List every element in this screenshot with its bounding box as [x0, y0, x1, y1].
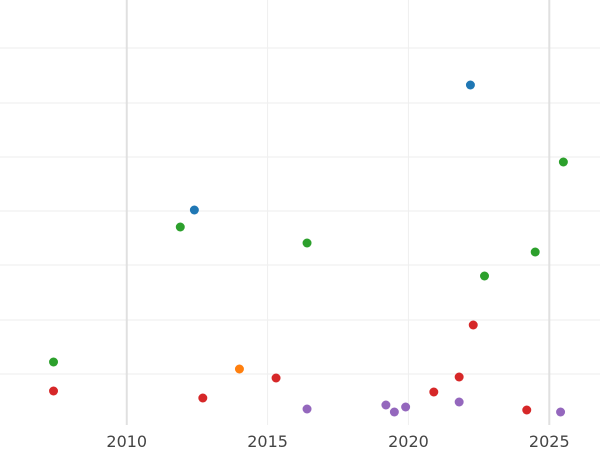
- data-point-s2-5: [558, 157, 568, 167]
- data-point-s4-0: [302, 404, 312, 414]
- data-points: [49, 80, 568, 417]
- data-point-s1-0: [234, 364, 244, 374]
- data-point-s0-1: [465, 80, 475, 90]
- data-point-s2-4: [530, 247, 540, 257]
- x-tick-label-2015: 2015: [247, 432, 288, 450]
- data-point-s4-4: [454, 397, 464, 407]
- data-point-s4-5: [556, 407, 566, 417]
- data-point-s2-1: [175, 222, 185, 232]
- data-point-s3-3: [429, 387, 439, 397]
- data-point-s4-1: [381, 400, 391, 410]
- data-point-s2-0: [49, 357, 59, 367]
- data-point-s4-3: [401, 402, 411, 412]
- grid: [0, 0, 600, 425]
- x-axis-ticks: 2010 2015 2020 2025: [106, 432, 569, 450]
- data-point-s3-6: [522, 405, 532, 415]
- x-tick-label-2025: 2025: [529, 432, 570, 450]
- data-point-s3-4: [454, 372, 464, 382]
- x-tick-label-2010: 2010: [106, 432, 147, 450]
- data-point-s2-2: [302, 238, 312, 248]
- data-point-s2-3: [480, 271, 490, 281]
- x-tick-label-2020: 2020: [388, 432, 429, 450]
- data-point-s3-5: [468, 320, 478, 330]
- data-point-s4-2: [389, 407, 399, 417]
- data-point-s3-2: [271, 373, 281, 383]
- data-point-s0-0: [189, 205, 199, 215]
- data-point-s3-1: [198, 393, 208, 403]
- data-point-s3-0: [49, 386, 59, 396]
